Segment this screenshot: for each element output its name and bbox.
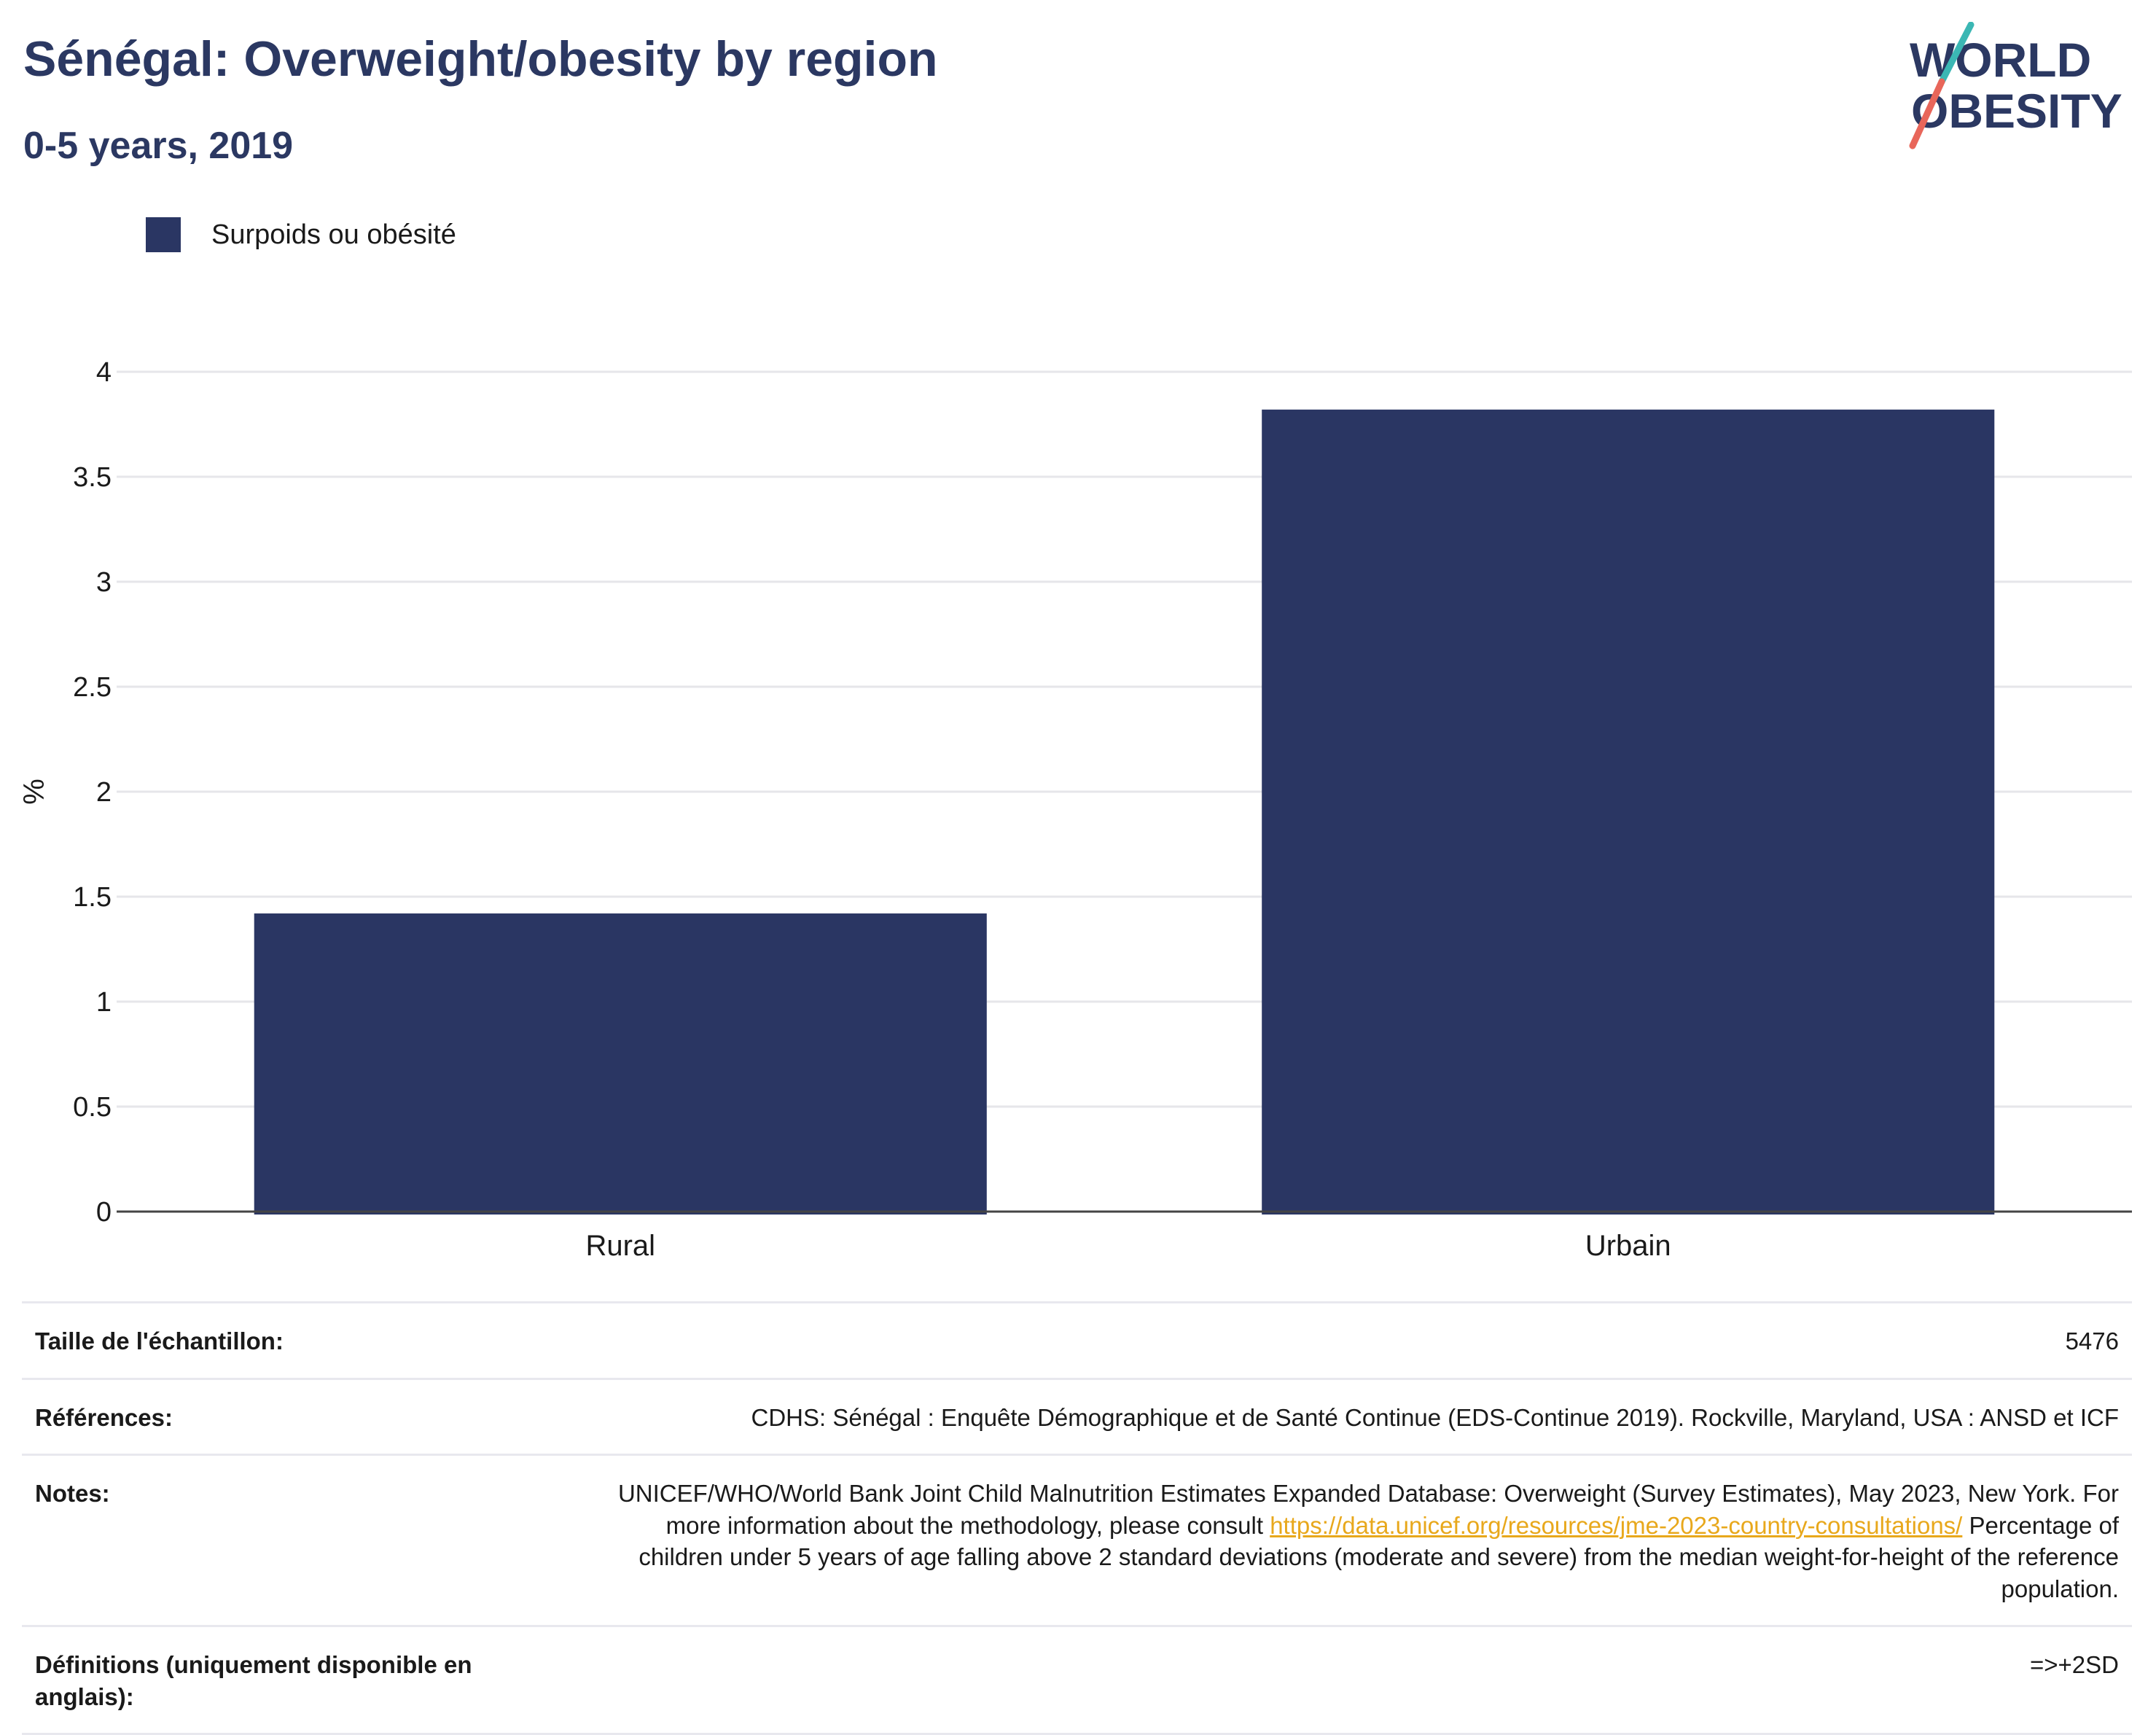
y-axis-label: % [18,779,50,805]
svg-text:WORLD: WORLD [1910,33,2091,87]
y-axis-ticks: 0 0.5 1 1.5 2 2.5 3 3.5 4 [73,357,112,1228]
info-row-sample: Taille de l'échantillon: 5476 [22,1301,2132,1378]
info-table: Taille de l'échantillon: 5476 Références… [22,1301,2132,1735]
notes-text-2: Percentage of children under 5 years of … [638,1511,2119,1602]
x-category-label: Rural [585,1230,655,1262]
x-axis-categories: Rural Urbain [585,1230,1671,1262]
references-label: Références: [35,1403,173,1431]
y-tick-label: 3.5 [73,462,112,493]
sample-size-value: 5476 [2065,1327,2119,1354]
world-obesity-logo: WORLD OBESITY [1909,22,2122,149]
bars [254,409,1995,1214]
sample-size-label: Taille de l'échantillon: [35,1327,284,1354]
bar-rural [254,913,987,1214]
info-row-definitions: Définitions (uniquement disponible en an… [22,1625,2132,1735]
info-row-references: Références: CDHS: Sénégal : Enquête Démo… [22,1377,2132,1454]
bar-chart: 0 0.5 1 1.5 2 2.5 3 3.5 4 Rural Urbain % [18,357,2132,1262]
chart-title: Sénégal: Overweight/obesity by region [23,31,938,87]
definitions-label: Définitions (uniquement disponible en an… [35,1651,472,1710]
y-tick-label: 2.5 [73,672,112,703]
info-row-notes: Notes: UNICEF/WHO/World Bank Joint Child… [22,1454,2132,1625]
definitions-value: =>+2SD [2029,1651,2119,1679]
y-tick-label: 0 [96,1197,112,1228]
notes-label: Notes: [35,1480,110,1508]
legend-label: Surpoids ou obésité [211,219,456,250]
notes-text-1: UNICEF/WHO/World Bank Joint Child Malnut… [617,1480,2119,1539]
chart-subtitle: 0-5 years, 2019 [23,125,294,167]
references-value: CDHS: Sénégal : Enquête Démographique et… [751,1403,2119,1431]
y-tick-label: 0.5 [73,1092,112,1123]
y-tick-label: 3 [96,567,112,598]
legend-swatch [146,217,181,252]
notes-link[interactable]: https://data.unicef.org/resources/jme-20… [1270,1511,1963,1539]
legend: Surpoids ou obésité [146,217,456,252]
svg-text:OBESITY: OBESITY [1911,84,2122,138]
x-category-label: Urbain [1585,1230,1671,1262]
y-tick-label: 1.5 [73,882,112,913]
y-tick-label: 2 [96,777,112,808]
y-tick-label: 4 [96,357,112,388]
notes-value: UNICEF/WHO/World Bank Joint Child Malnut… [603,1478,2119,1605]
bar-urbain [1262,409,1995,1214]
y-tick-label: 1 [96,987,112,1018]
